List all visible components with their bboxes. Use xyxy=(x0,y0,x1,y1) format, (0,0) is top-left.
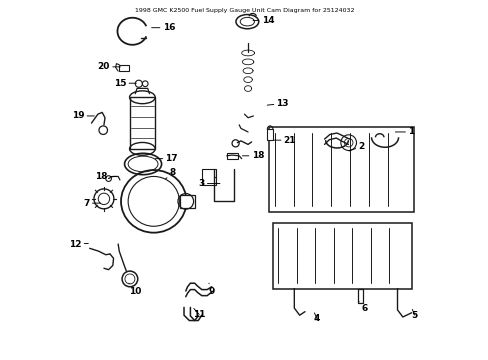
Text: 6: 6 xyxy=(358,301,367,313)
Bar xyxy=(202,169,216,185)
Text: 1998 GMC K2500 Fuel Supply Gauge Unit Cam Diagram for 25124032: 1998 GMC K2500 Fuel Supply Gauge Unit Ca… xyxy=(135,9,353,13)
Bar xyxy=(269,127,413,212)
Text: 11: 11 xyxy=(192,309,205,319)
Text: 16: 16 xyxy=(151,23,175,32)
Bar xyxy=(227,153,238,159)
Bar xyxy=(267,130,272,140)
Text: 1: 1 xyxy=(394,127,414,136)
Text: 15: 15 xyxy=(114,79,136,88)
Text: 17: 17 xyxy=(155,154,178,163)
Text: 9: 9 xyxy=(208,283,215,296)
Bar xyxy=(272,223,411,288)
Bar xyxy=(119,65,129,71)
Text: 10: 10 xyxy=(129,283,141,296)
Bar xyxy=(129,97,155,149)
Text: 12: 12 xyxy=(69,239,88,248)
Text: 20: 20 xyxy=(98,62,120,71)
Text: 18: 18 xyxy=(242,151,264,160)
Text: 19: 19 xyxy=(72,112,94,121)
Bar xyxy=(180,195,194,208)
Text: 3: 3 xyxy=(198,179,220,188)
Text: 14: 14 xyxy=(252,16,274,25)
Text: 5: 5 xyxy=(411,309,417,320)
Text: 4: 4 xyxy=(313,313,320,323)
Text: 18: 18 xyxy=(95,172,117,181)
Text: 2: 2 xyxy=(348,142,364,151)
Text: 21: 21 xyxy=(274,136,296,145)
Text: 13: 13 xyxy=(266,99,288,108)
Text: 7: 7 xyxy=(83,199,101,208)
Text: 8: 8 xyxy=(165,168,176,179)
